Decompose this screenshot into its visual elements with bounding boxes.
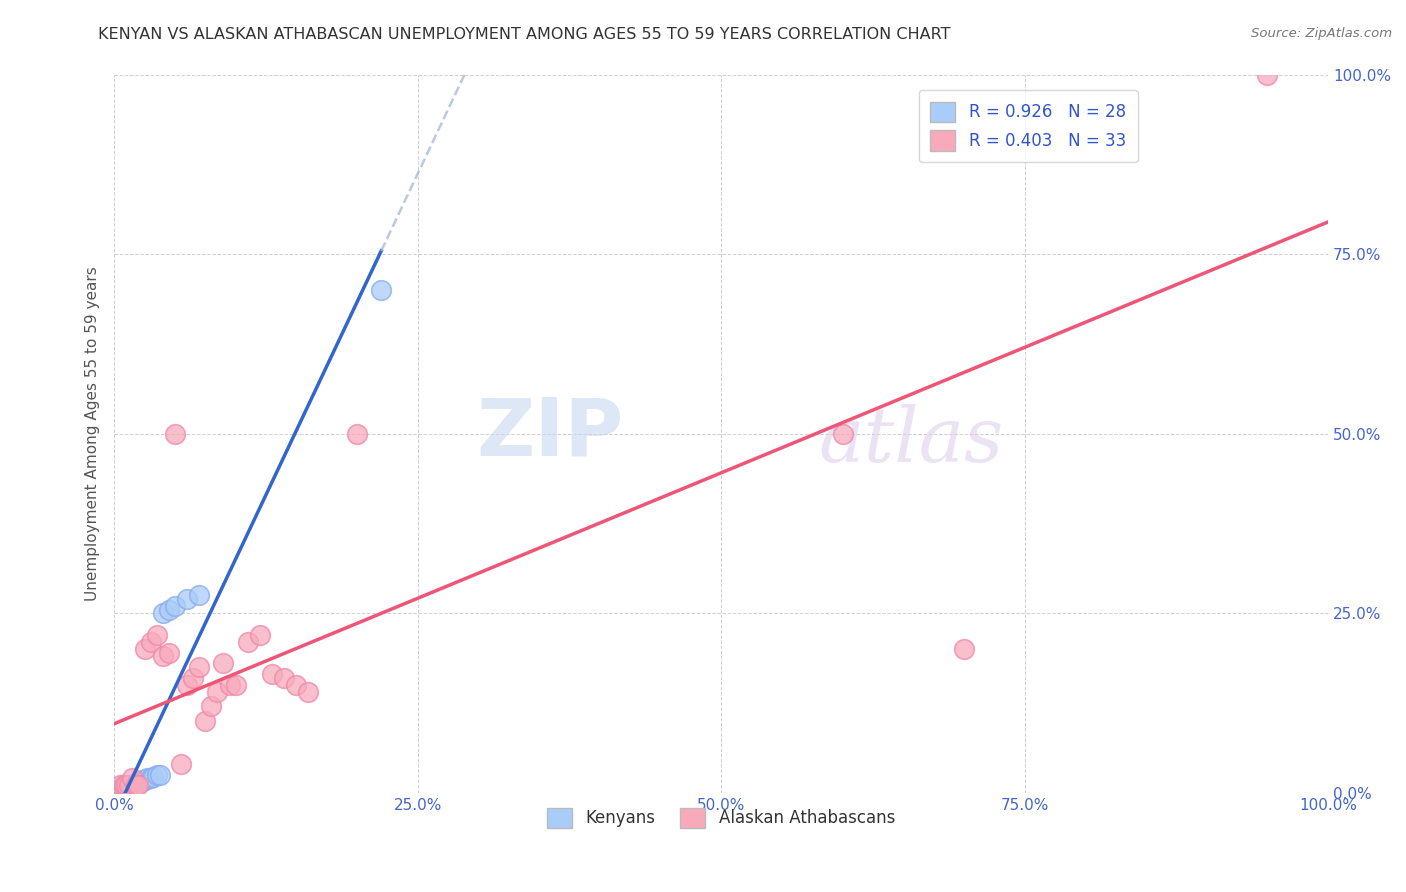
Point: [200, 699, 222, 714]
Point: [297, 685, 319, 699]
Point: [149, 767, 172, 781]
Point: [194, 714, 217, 728]
Point: [134, 642, 156, 657]
Point: [236, 635, 259, 649]
Point: [181, 671, 204, 685]
Point: [145, 767, 167, 781]
Point: [127, 779, 149, 793]
Point: [122, 779, 145, 793]
Point: [110, 779, 132, 793]
Point: [163, 599, 186, 613]
Point: [136, 772, 159, 786]
Point: [285, 678, 308, 692]
Text: ZIP: ZIP: [477, 394, 624, 473]
Point: [157, 602, 180, 616]
Point: [115, 780, 138, 794]
Text: atlas: atlas: [818, 404, 1004, 478]
Point: [212, 657, 235, 671]
Point: [152, 649, 174, 664]
Point: [188, 660, 211, 674]
Point: [831, 426, 853, 441]
Point: [145, 628, 167, 642]
Text: KENYAN VS ALASKAN ATHABASCAN UNEMPLOYMENT AMONG AGES 55 TO 59 YEARS CORRELATION : KENYAN VS ALASKAN ATHABASCAN UNEMPLOYMEN…: [98, 27, 950, 42]
Point: [118, 780, 141, 794]
Point: [111, 782, 134, 797]
Point: [188, 588, 211, 602]
Point: [127, 776, 149, 790]
Point: [112, 781, 135, 796]
Y-axis label: Unemployment Among Ages 55 to 59 years: Unemployment Among Ages 55 to 59 years: [86, 266, 100, 601]
Point: [115, 780, 138, 795]
Point: [157, 646, 180, 660]
Point: [260, 667, 283, 681]
Point: [370, 283, 392, 297]
Point: [110, 782, 132, 797]
Point: [125, 779, 148, 793]
Point: [121, 772, 143, 786]
Point: [273, 671, 295, 685]
Point: [112, 779, 135, 793]
Point: [1256, 68, 1278, 82]
Text: Source: ZipAtlas.com: Source: ZipAtlas.com: [1251, 27, 1392, 40]
Legend: Kenyans, Alaskan Athabascans: Kenyans, Alaskan Athabascans: [540, 801, 901, 835]
Point: [120, 779, 142, 793]
Point: [127, 775, 149, 789]
Point: [139, 635, 162, 649]
Point: [176, 591, 198, 606]
Point: [142, 770, 165, 784]
Point: [225, 678, 247, 692]
Point: [132, 773, 155, 788]
Point: [124, 777, 146, 791]
Point: [134, 772, 156, 787]
Point: [139, 772, 162, 786]
Point: [207, 685, 229, 699]
Point: [152, 606, 174, 620]
Point: [249, 628, 271, 642]
Point: [953, 642, 976, 657]
Point: [176, 678, 198, 692]
Point: [129, 775, 152, 789]
Point: [121, 779, 143, 793]
Point: [218, 678, 240, 692]
Point: [163, 426, 186, 441]
Point: [115, 779, 138, 793]
Point: [346, 426, 368, 441]
Point: [114, 781, 136, 796]
Point: [170, 756, 193, 771]
Point: [118, 779, 141, 793]
Point: [125, 777, 148, 791]
